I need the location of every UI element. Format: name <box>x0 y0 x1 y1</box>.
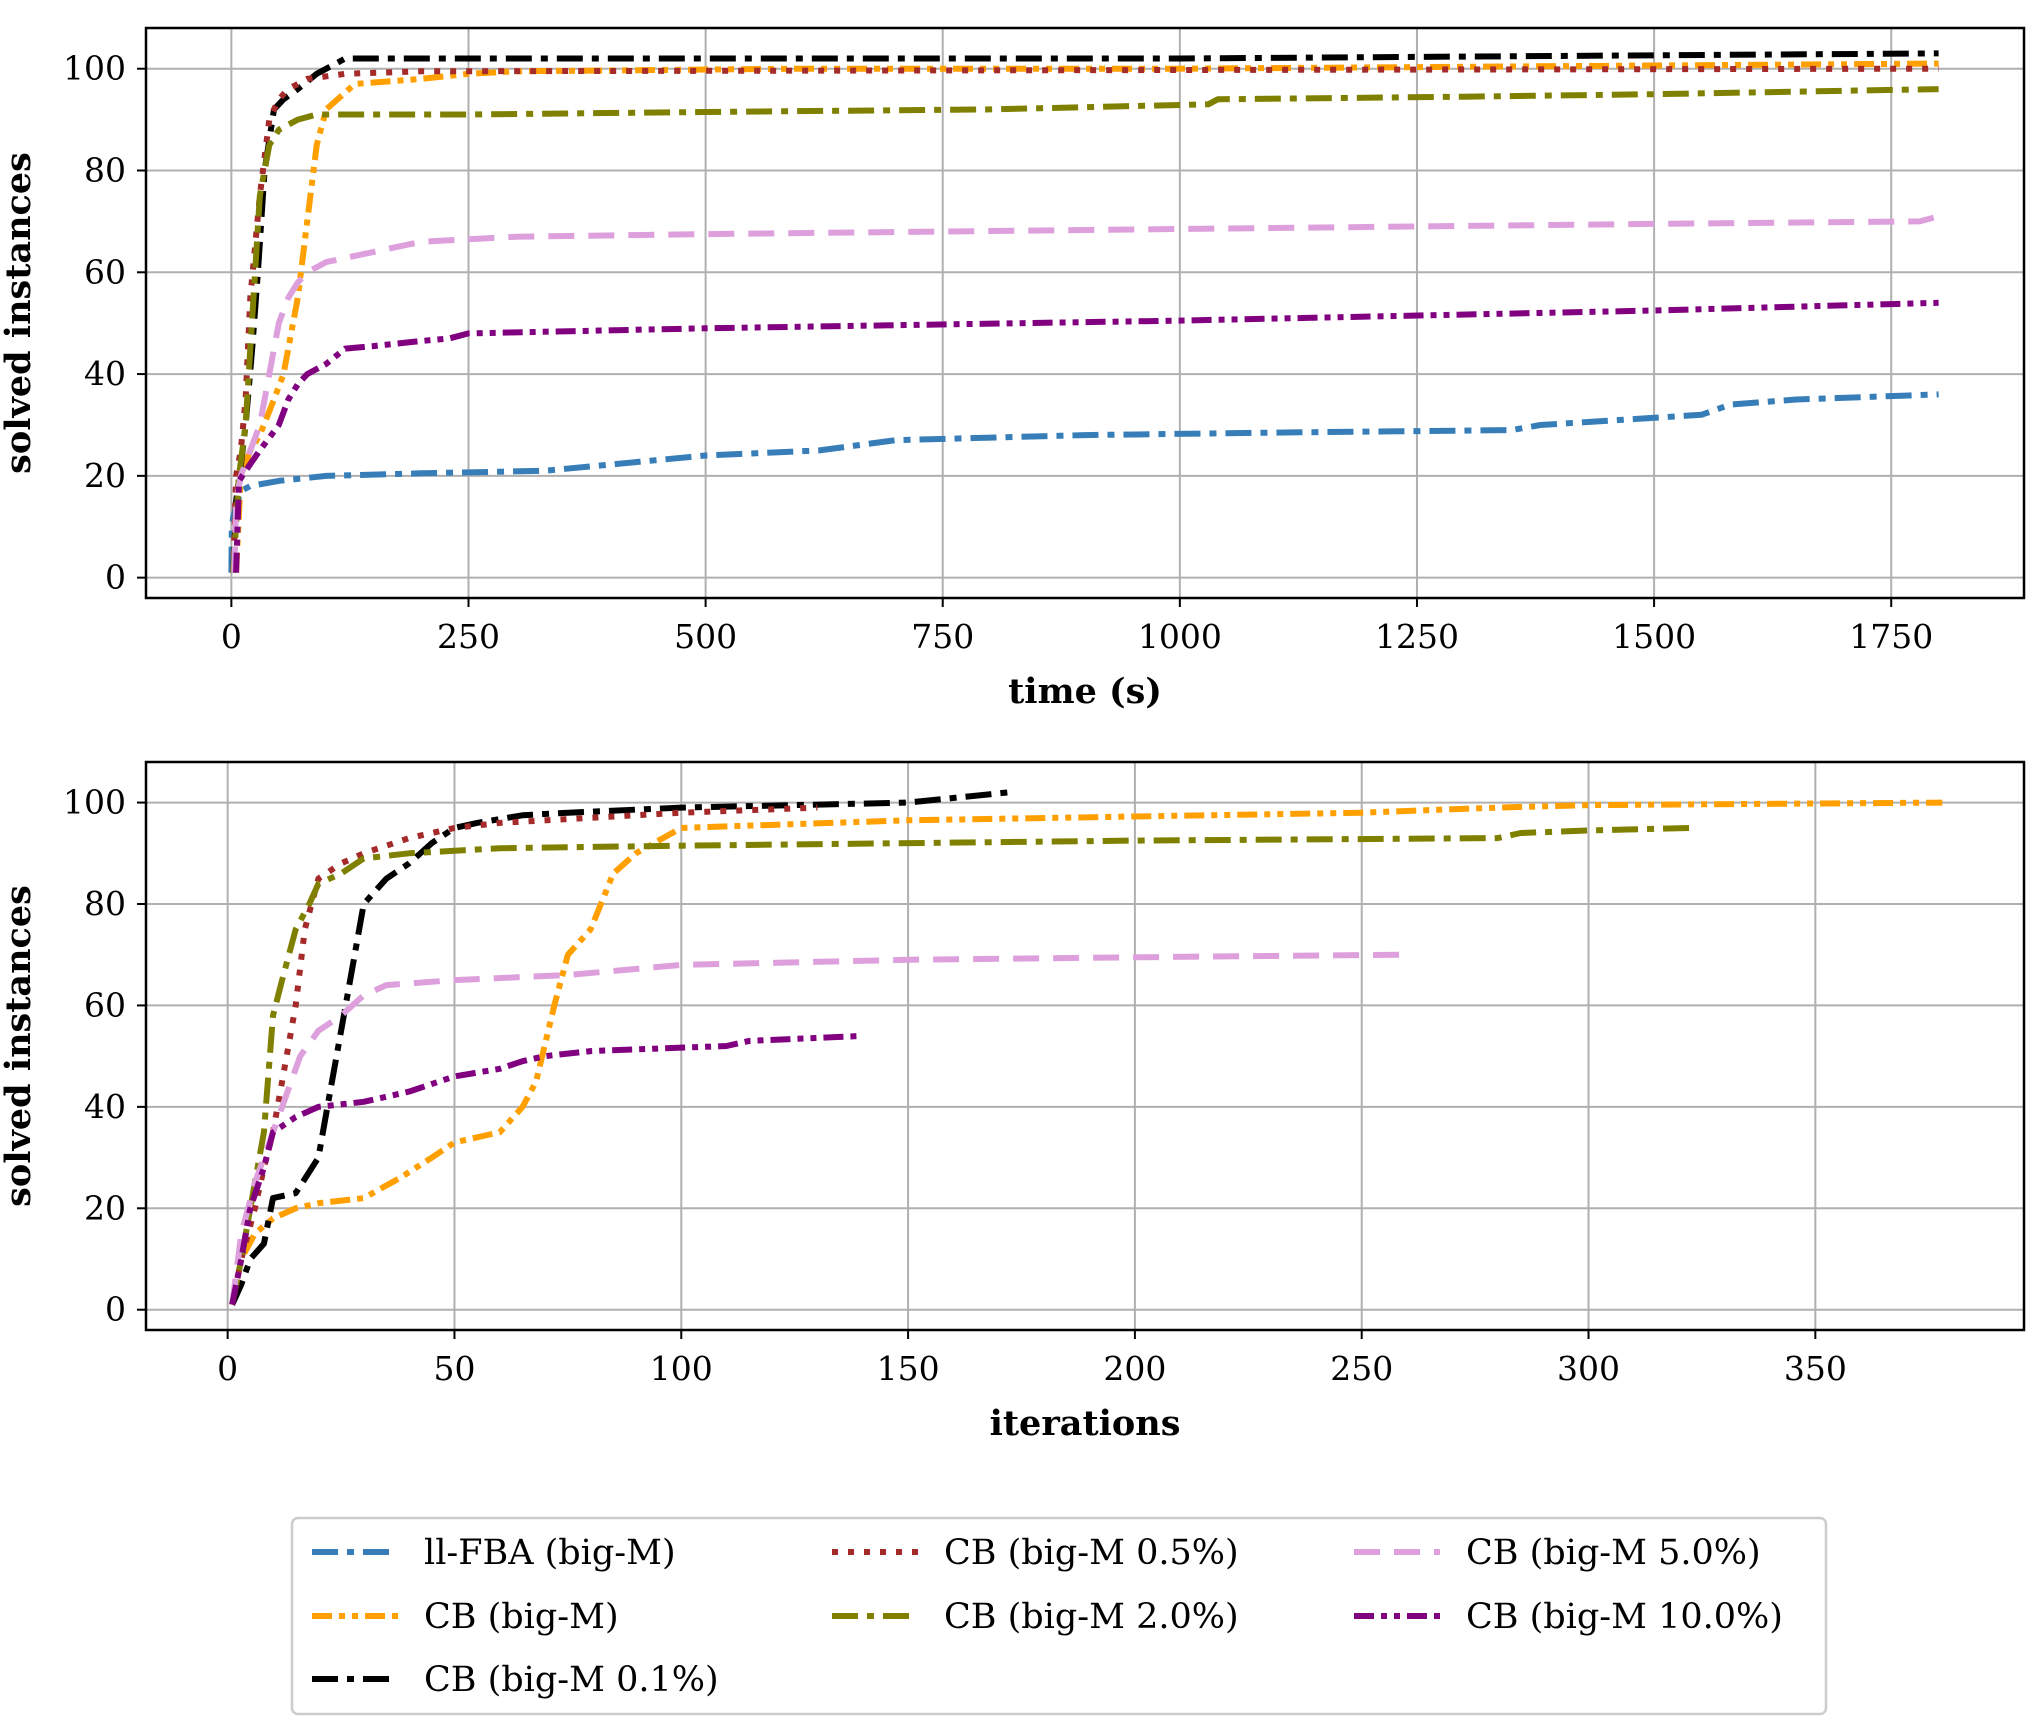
y-tick-label: 80 <box>84 151 126 190</box>
legend-label: CB (big-M 5.0%) <box>1466 1533 1761 1573</box>
series-line-cb-big-m-5-0 <box>231 213 1940 573</box>
legend-label: CB (big-M 10.0%) <box>1466 1597 1783 1637</box>
legend-label: ll-FBA (big-M) <box>424 1533 676 1573</box>
legend-box <box>290 1516 1828 1716</box>
y-tick-label: 60 <box>84 985 126 1024</box>
legend-label: CB (big-M 0.5%) <box>944 1533 1239 1573</box>
series-group <box>228 50 1940 573</box>
series-line-cb-big-m-2-0 <box>230 86 1939 573</box>
x-axis-label: iterations <box>990 1403 1181 1444</box>
x-tick-label: 0 <box>217 1349 238 1388</box>
x-tick-label: 250 <box>437 617 500 656</box>
series-line-cb-big-m-0-1 <box>230 50 1939 573</box>
x-tick-label: 1500 <box>1612 617 1696 656</box>
series-line-cb-big-m <box>233 60 1939 573</box>
y-axis-label: solved instances <box>0 152 39 474</box>
y-axis-label: solved instances <box>0 885 39 1207</box>
axes-frame <box>144 26 2026 600</box>
y-tick-label: 20 <box>84 1188 126 1227</box>
legend-label: CB (big-M 2.0%) <box>944 1597 1239 1637</box>
x-tick-label: 250 <box>1330 1349 1393 1388</box>
iterations-plot: 0 50 100 150 200 250 300 350 0 20 40 60 80 100 iterati… <box>0 760 2026 1444</box>
y-tick-label: 40 <box>84 1087 126 1126</box>
series-line-cb-big-m-0-5 <box>229 804 818 1306</box>
series-line-cb-big-m-10-0 <box>233 299 1939 573</box>
x-tick-label: 500 <box>674 617 737 656</box>
time-plot: 0 250 500 750 1000 1250 1500 1750 0 20 40 60 80 100 ti… <box>0 26 2026 712</box>
series-line-cb-big-m-10-0 <box>229 1032 863 1306</box>
axes-frame <box>144 760 2026 1332</box>
series-line-cb-big-m <box>229 799 1943 1306</box>
y-tick-label: 0 <box>105 1290 126 1329</box>
x-tick-label: 1250 <box>1375 617 1459 656</box>
x-tick-label: 300 <box>1557 1349 1620 1388</box>
series-group <box>229 789 1943 1306</box>
y-tick-label: 20 <box>84 456 126 495</box>
x-tick-label: 0 <box>221 617 242 656</box>
y-tick-label: 100 <box>63 783 126 822</box>
series-line-cb-big-m-5-0 <box>229 951 1408 1305</box>
series-line-ll-fba-big-m <box>228 391 1939 573</box>
legend-label: CB (big-M 0.1%) <box>424 1660 719 1700</box>
y-tick-label: 40 <box>84 354 126 393</box>
legend: ll-FBA (big-M) CB (big-M) CB (big-M 0.1%) C… <box>290 1516 1828 1716</box>
x-tick-label: 1750 <box>1849 617 1933 656</box>
x-tick-label: 350 <box>1784 1349 1847 1388</box>
y-tick-label: 60 <box>84 252 126 291</box>
y-tick-label: 100 <box>63 49 126 88</box>
series-line-cb-big-m-2-0 <box>229 824 1693 1306</box>
x-axis-label: time (s) <box>1008 671 1162 712</box>
y-tick-label: 0 <box>105 558 126 597</box>
x-tick-label: 200 <box>1103 1349 1166 1388</box>
x-tick-label: 150 <box>877 1349 940 1388</box>
legend-label: CB (big-M) <box>424 1597 619 1637</box>
x-tick-label: 100 <box>650 1349 713 1388</box>
x-tick-label: 1000 <box>1138 617 1222 656</box>
x-tick-label: 50 <box>433 1349 475 1388</box>
x-tick-label: 750 <box>911 617 974 656</box>
y-tick-label: 80 <box>84 884 126 923</box>
